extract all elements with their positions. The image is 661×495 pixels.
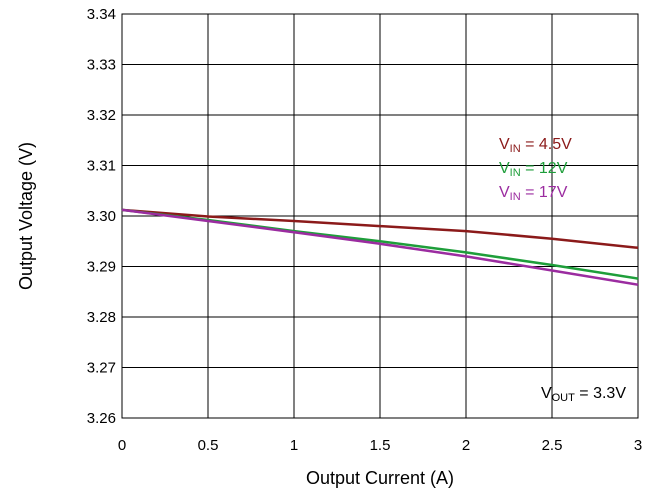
y-tick-label: 3.33 [87,57,116,74]
x-tick-label: 0 [118,437,126,454]
x-tick-label: 2.5 [542,437,563,454]
legend: VIN = 4.5V VIN = 12V VIN = 17V [499,136,572,203]
x-tick-label: 3 [634,437,642,454]
series-line-3 [121,208,639,286]
legend-entry-2: VIN = 12V [499,160,568,179]
x-axis-ticks: 0 0.5 1 1.5 2 2.5 3 [118,437,642,454]
y-tick-label: 3.29 [87,259,116,276]
y-tick-label: 3.31 [87,158,116,175]
series-lines [121,208,639,286]
plot-area-frame [121,13,639,419]
vout-annotation: VOUT = 3.3V [541,385,626,404]
y-tick-label: 3.32 [87,107,116,124]
x-tick-label: 1 [290,437,298,454]
vout-annotation-text: VOUT = 3.3V [541,385,626,404]
y-tick-label: 3.27 [87,360,116,377]
y-axis-ticks: 3.26 3.27 3.28 3.29 3.30 3.31 3.32 3.33 3.34 [87,6,116,427]
legend-entry-3: VIN = 17V [499,184,568,203]
x-tick-label: 1.5 [370,437,391,454]
legend-entry-1: VIN = 4.5V [499,136,572,155]
y-tick-label: 3.26 [87,410,116,427]
y-tick-label: 3.34 [87,6,116,23]
series-line-1 [121,208,639,250]
x-tick-label: 2 [462,437,470,454]
y-tick-label: 3.28 [87,309,116,326]
x-axis-title: Output Current (A) [306,468,454,488]
y-tick-label: 3.30 [87,208,116,225]
x-tick-label: 0.5 [198,437,219,454]
y-axis-title: Output Voltage (V) [16,142,36,290]
